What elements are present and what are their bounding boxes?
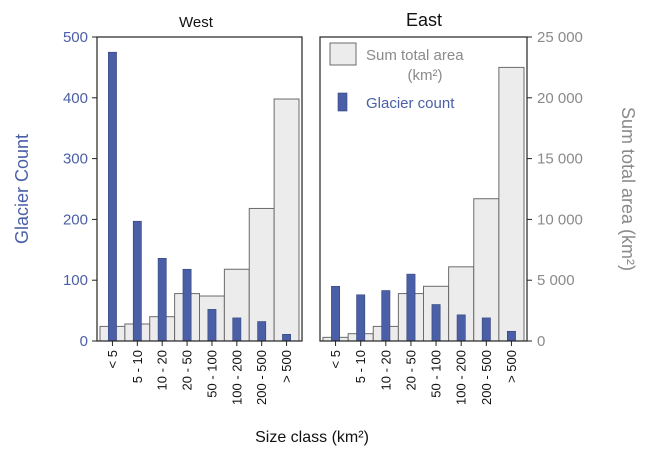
right-axis-title: Sum total area (km²) bbox=[618, 107, 638, 271]
east-count-bar-6 bbox=[481, 317, 491, 342]
west-x-tick-label-6: 200 - 500 bbox=[254, 350, 269, 405]
east-count-bar-0 bbox=[331, 285, 341, 342]
east-area-bar-7 bbox=[498, 66, 525, 342]
legend-area-swatch bbox=[329, 42, 357, 66]
east-x-tick-label-4: 50 - 100 bbox=[429, 350, 444, 398]
panel-title-west: West bbox=[179, 14, 214, 31]
left-tick-label-5: 500 bbox=[63, 29, 88, 46]
x-axis-title: Size class (km²) bbox=[255, 429, 369, 446]
east-panel-frame bbox=[319, 36, 528, 342]
legend-count-swatch bbox=[337, 92, 348, 112]
west-count-bar-0 bbox=[108, 51, 117, 342]
east-x-axis: < 5 5 - 10 10 - 20 20 - 50 50 - 100 100 - 200… bbox=[328, 341, 519, 405]
right-y-axis: 0 5 000 10 000 15 000 20 000 25 000 bbox=[527, 29, 583, 350]
legend: Sum total area (km²) Glacier count bbox=[329, 42, 464, 112]
east-x-tick-label-1: 5 - 10 bbox=[353, 350, 368, 383]
left-y-axis: 0 100 200 300 400 500 bbox=[63, 29, 97, 350]
east-x-tick-label-2: 10 - 20 bbox=[378, 350, 393, 390]
west-count-bar-7 bbox=[282, 334, 291, 342]
legend-area-label-line1: Sum total area bbox=[366, 47, 464, 64]
east-count-bar-5 bbox=[456, 314, 466, 342]
east-count-bar-1 bbox=[356, 294, 366, 342]
left-tick-label-0: 0 bbox=[80, 333, 88, 350]
east-x-tick-label-3: 20 - 50 bbox=[403, 350, 418, 390]
left-tick-label-4: 400 bbox=[63, 90, 88, 107]
west-x-tick-label-4: 50 - 100 bbox=[204, 350, 219, 398]
left-axis-title: Glacier Count bbox=[12, 134, 32, 244]
legend-area-label-line2: (km²) bbox=[408, 67, 443, 84]
left-tick-label-1: 100 bbox=[63, 272, 88, 289]
west-x-tick-label-0: < 5 bbox=[105, 350, 120, 368]
right-tick-label-5: 25 000 bbox=[537, 29, 583, 46]
left-tick-label-3: 300 bbox=[63, 151, 88, 168]
west-x-axis: < 5 5 - 10 10 - 20 20 - 50 50 - 100 100 - 200… bbox=[105, 341, 294, 405]
left-tick-label-2: 200 bbox=[63, 211, 88, 228]
east-x-tick-label-7: > 500 bbox=[504, 350, 519, 383]
east-count-bar-2 bbox=[381, 290, 391, 342]
east-x-tick-label-6: 200 - 500 bbox=[479, 350, 494, 405]
legend-count-label: Glacier count bbox=[366, 95, 455, 112]
right-tick-label-1: 5 000 bbox=[537, 272, 575, 289]
west-count-bar-5 bbox=[232, 317, 242, 342]
east-x-tick-label-5: 100 - 200 bbox=[454, 350, 469, 405]
east-count-bar-3 bbox=[406, 273, 416, 342]
west-count-bar-6 bbox=[257, 321, 267, 342]
west-x-tick-label-7: > 500 bbox=[279, 350, 294, 383]
west-area-bar-6 bbox=[248, 207, 275, 342]
west-x-tick-label-1: 5 - 10 bbox=[130, 350, 145, 383]
west-x-tick-label-2: 10 - 20 bbox=[155, 350, 170, 390]
right-tick-label-0: 0 bbox=[537, 333, 545, 350]
right-tick-label-2: 10 000 bbox=[537, 211, 583, 228]
west-count-bar-4 bbox=[207, 309, 217, 342]
east-count-bar-7 bbox=[506, 330, 516, 342]
right-tick-label-4: 20 000 bbox=[537, 90, 583, 107]
west-count-bar-3 bbox=[182, 268, 192, 342]
west-x-tick-label-5: 100 - 200 bbox=[229, 350, 244, 405]
east-x-tick-label-0: < 5 bbox=[328, 350, 343, 368]
west-panel-frame bbox=[96, 36, 303, 342]
west-x-tick-label-3: 20 - 50 bbox=[180, 350, 195, 390]
west-bars bbox=[99, 51, 300, 342]
west-area-bar-7 bbox=[273, 98, 300, 342]
east-bars bbox=[322, 66, 525, 342]
panel-title-east: East bbox=[406, 10, 442, 30]
west-count-bar-2 bbox=[157, 258, 167, 342]
east-count-bar-4 bbox=[431, 304, 441, 342]
west-count-bar-1 bbox=[132, 220, 142, 342]
right-tick-label-3: 15 000 bbox=[537, 151, 583, 168]
